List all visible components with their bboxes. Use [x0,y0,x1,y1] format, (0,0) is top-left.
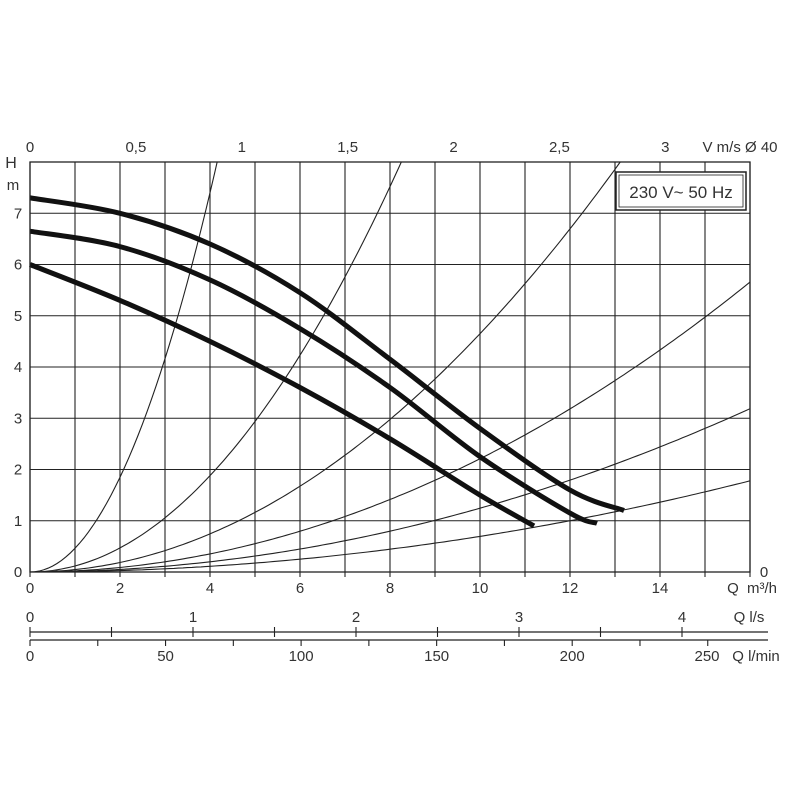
x-tick-label: 12 [562,580,579,597]
x-axis-unit: m³/h [747,580,777,597]
x-tick-label: 0 [26,580,34,597]
plot-frame [29,161,768,646]
y-tick-label: 7 [14,205,22,222]
pump-curve-speed-2 [29,228,598,526]
lmin-tick-label: 200 [560,648,585,665]
lmin-axis-label: Q l/min [732,648,780,665]
top-tick-label: 3 [661,139,669,156]
x-tick-label: 14 [652,580,669,597]
y-tick-label: 6 [14,257,22,274]
top-tick-label: 2 [449,139,457,156]
pump-curve-speed-1 [29,195,625,513]
y-tick-label: 0 [14,564,22,581]
pump-curve-speed-3 [29,262,536,529]
right-tick-label: 0 [760,564,768,581]
top-tick-label: 0 [26,139,34,156]
ls-tick-label: 0 [26,609,34,626]
y-tick-label: 2 [14,462,22,479]
system-curve-5 [30,408,750,572]
system-curve-4 [30,281,750,572]
y-axis-unit: m [7,177,20,194]
lmin-tick-label: 250 [694,648,719,665]
x-tick-label: 10 [472,580,489,597]
ls-tick-label: 3 [515,609,523,626]
y-tick-label: 1 [14,513,22,530]
top-tick-label: 0,5 [125,139,146,156]
ls-axis-label: Q l/s [734,609,765,626]
lmin-tick-label: 150 [424,648,449,665]
top-tick-label: 2,5 [549,139,570,156]
top-axis-label: V m/s Ø 40 [702,139,777,156]
ls-tick-label: 2 [352,609,360,626]
chart-grid [29,161,751,573]
x-axis-label: Q [727,580,739,597]
ls-tick-label: 4 [678,609,686,626]
system-curve-6 [30,480,750,572]
x-tick-label: 4 [206,580,214,597]
lmin-tick-label: 0 [26,648,34,665]
lmin-tick-label: 50 [157,648,174,665]
top-tick-label: 1 [238,139,246,156]
system-curve-1 [30,162,218,572]
x-tick-label: 6 [296,580,304,597]
voltage-annotation: 230 V~ 50 Hz [615,171,747,211]
y-tick-label: 3 [14,410,22,427]
x-tick-label: 8 [386,580,394,597]
x-tick-label: 2 [116,580,124,597]
system-curves [30,162,750,572]
y-axis-label: H [5,155,17,172]
annotation-text: 230 V~ 50 Hz [629,183,733,202]
top-tick-label: 1,5 [337,139,358,156]
lmin-tick-label: 100 [289,648,314,665]
ls-tick-label: 1 [189,609,197,626]
y-tick-label: 5 [14,308,22,325]
system-curve-2 [30,162,402,572]
annotation-box [615,171,747,211]
system-curve-3 [30,162,621,572]
pump-curves [29,195,625,529]
y-tick-label: 4 [14,359,22,376]
